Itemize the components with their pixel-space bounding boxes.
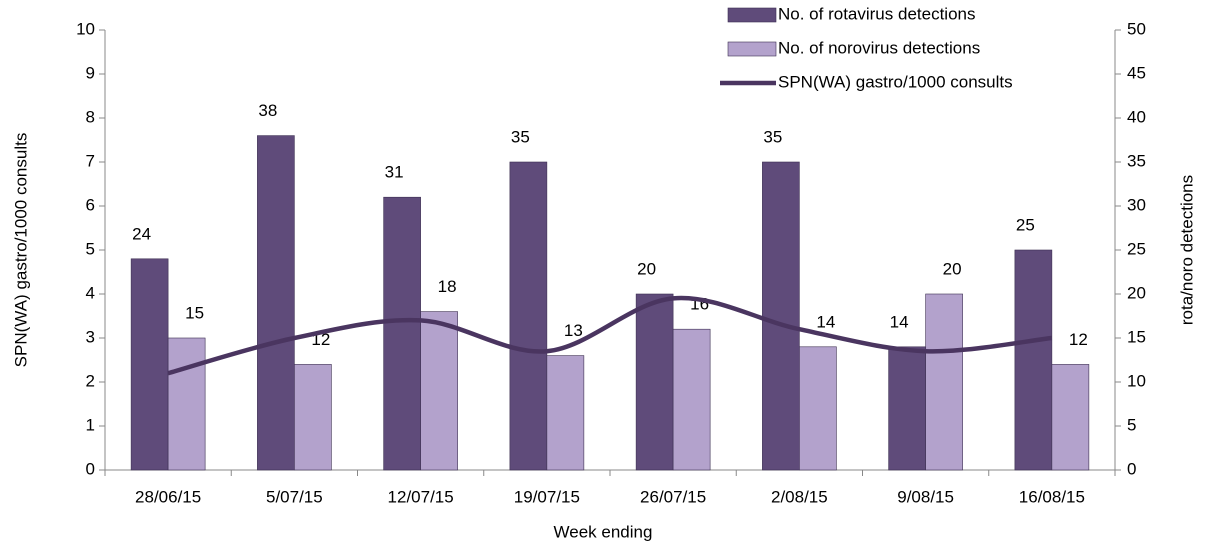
y-tick-label: 1 (86, 415, 95, 434)
data-label: 12 (1069, 330, 1088, 349)
line (167, 295, 1053, 376)
y-tick-label: 5 (86, 239, 95, 258)
y2-tick-label: 45 (1127, 63, 1146, 82)
data-label: 24 (132, 224, 151, 243)
legend-label: No. of norovirus detections (778, 38, 980, 57)
x-tick-label: 9/08/15 (897, 487, 954, 506)
data-label: 14 (890, 312, 909, 331)
y2-tick-label: 20 (1127, 283, 1146, 302)
y2-tick-label: 35 (1127, 151, 1146, 170)
y2-tick-label: 0 (1127, 459, 1136, 478)
y-tick-label: 4 (86, 283, 95, 302)
y2-tick-label: 10 (1127, 371, 1146, 390)
legend-label: SPN(WA) gastro/1000 consults (778, 72, 1013, 91)
bar (546, 355, 585, 471)
data-label: 25 (1016, 215, 1035, 234)
data-label: 35 (763, 127, 782, 146)
bar (672, 328, 711, 471)
legend-swatch (727, 41, 777, 57)
data-label: 20 (943, 259, 962, 278)
data-label: 14 (816, 312, 835, 331)
x-tick-label: 28/06/15 (135, 487, 201, 506)
y2-tick-label: 40 (1127, 107, 1146, 126)
legend-label: No. of rotavirus detections (778, 4, 975, 23)
x-axis-title: Week ending (554, 522, 653, 541)
bar (257, 135, 295, 471)
bar (635, 293, 674, 471)
x-tick-label: 16/08/15 (1019, 487, 1085, 506)
y2-tick-label: 15 (1127, 327, 1146, 346)
data-label: 15 (185, 303, 204, 322)
data-label: 13 (564, 321, 583, 340)
y2-tick-label: 30 (1127, 195, 1146, 214)
data-label: 31 (385, 163, 404, 182)
bar (762, 161, 800, 471)
y2-tick-label: 5 (1127, 415, 1136, 434)
y-tick-label: 0 (86, 459, 95, 478)
x-tick-label: 19/07/15 (514, 487, 580, 506)
y2-tick-label: 50 (1127, 19, 1146, 38)
data-label: 35 (511, 127, 530, 146)
y-axis-title: SPN(WA) gastro/1000 consults (11, 133, 30, 368)
bar (509, 161, 548, 471)
data-label: 20 (637, 259, 656, 278)
y-tick-label: 3 (86, 327, 95, 346)
y-tick-label: 8 (86, 107, 95, 126)
data-label: 18 (438, 277, 457, 296)
x-tick-label: 5/07/15 (266, 487, 323, 506)
bar (925, 293, 963, 471)
x-tick-label: 2/08/15 (771, 487, 828, 506)
legend-swatch (727, 7, 777, 23)
bar (420, 311, 458, 471)
bar (888, 346, 926, 471)
y-tick-label: 2 (86, 371, 95, 390)
y-tick-label: 10 (76, 19, 95, 38)
bar (294, 364, 332, 471)
y-tick-label: 6 (86, 195, 95, 214)
bar (1014, 249, 1053, 471)
x-tick-label: 26/07/15 (640, 487, 706, 506)
y2-axis-title: rota/noro detections (1177, 175, 1196, 325)
y-tick-label: 7 (86, 151, 95, 170)
bar (383, 196, 421, 471)
y2-tick-label: 25 (1127, 239, 1146, 258)
x-tick-label: 12/07/15 (388, 487, 454, 506)
bar (130, 258, 169, 471)
bar (799, 346, 837, 471)
bar (167, 337, 206, 471)
bar (1051, 364, 1090, 471)
data-label: 38 (258, 101, 277, 120)
y-tick-label: 9 (86, 63, 95, 82)
